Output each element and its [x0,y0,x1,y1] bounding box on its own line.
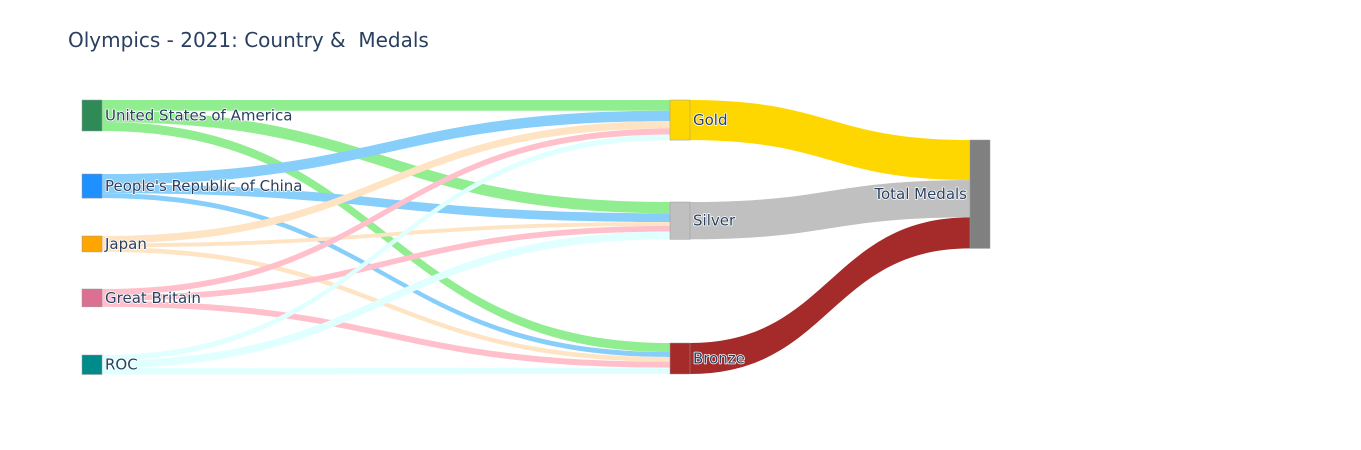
nodes-layer [81,99,991,375]
link-roc-silver[interactable] [102,231,670,369]
labels-layer: United States of America People's Republi… [103,106,968,375]
node-label-silver: Silver [693,212,736,230]
node-silver[interactable] [669,201,691,240]
node-usa[interactable] [81,99,103,132]
link-china-bronze[interactable] [102,193,670,357]
link-china-silver[interactable] [102,184,670,223]
chart-title: Olympics - 2021: Country & Medals [68,28,429,52]
link-usa-silver[interactable] [102,110,670,214]
node-roc[interactable] [81,354,103,375]
node-bronze[interactable] [669,342,691,375]
link-gb-gold[interactable] [102,128,670,296]
node-gold[interactable] [669,99,691,141]
link-usa-bronze[interactable] [102,121,670,353]
node-total[interactable] [969,139,991,249]
link-bronze-total[interactable] [690,217,970,375]
links-layer [102,100,970,375]
link-roc-bronze[interactable] [102,367,670,375]
link-usa-gold[interactable] [102,100,670,111]
node-label-bronze: Bronze [693,350,745,368]
link-japan-silver[interactable] [102,222,670,248]
node-japan[interactable] [81,235,103,253]
link-gb-silver[interactable] [102,225,670,301]
node-label-china: People's Republic of China [105,177,303,195]
link-china-gold[interactable] [102,110,670,185]
node-label-japan: Japan [104,235,147,253]
node-label-usa: United States of America [105,107,292,125]
node-label-gb: Great Britain [105,289,201,307]
link-japan-gold[interactable] [102,121,670,244]
link-gb-bronze[interactable] [102,300,670,368]
node-gb[interactable] [81,288,103,308]
node-label-total: Total Medals [873,185,967,203]
link-roc-gold[interactable] [102,134,670,361]
link-silver-total[interactable] [690,180,970,240]
node-label-roc: ROC [105,356,138,374]
node-china[interactable] [81,173,103,199]
node-label-gold: Gold [693,111,728,129]
link-gold-total[interactable] [690,100,970,181]
link-japan-bronze[interactable] [102,247,670,362]
